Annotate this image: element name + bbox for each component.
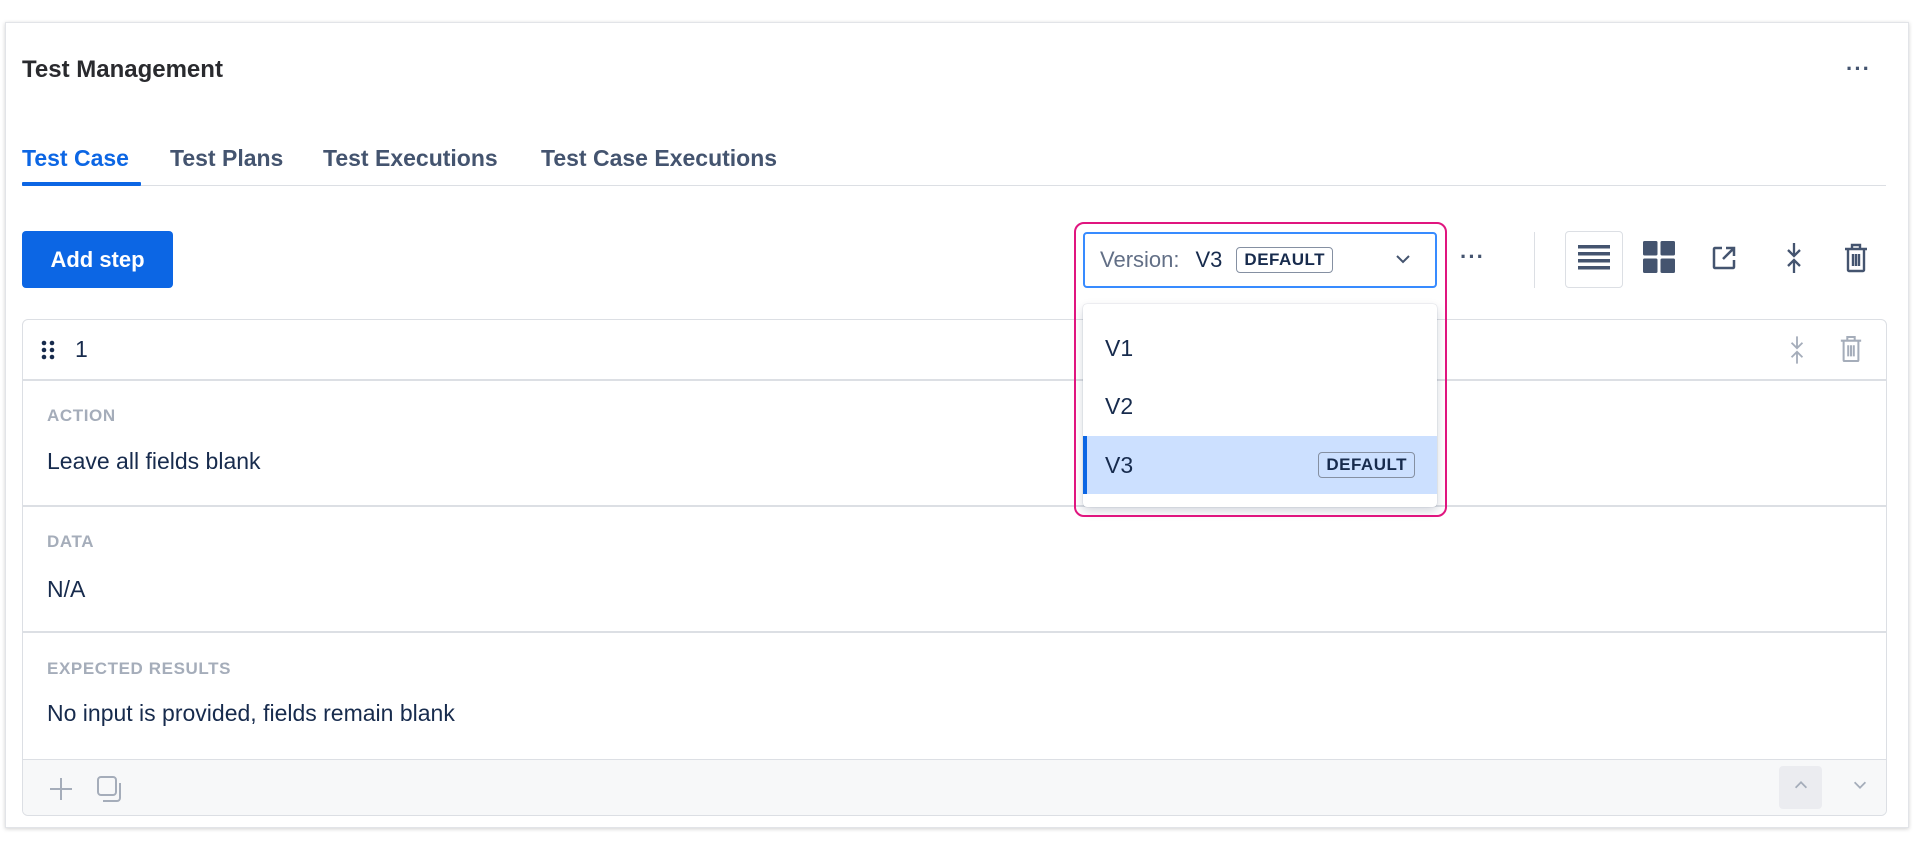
divider [23,505,1886,507]
tab-test-plans[interactable]: Test Plans [170,145,284,171]
collapse-icon [1783,242,1805,279]
field-label-data: DATA [47,532,95,551]
field-value-data[interactable]: N/A [47,576,86,602]
add-icon[interactable] [49,777,73,806]
trash-icon [1843,243,1869,278]
default-badge: DEFAULT [1318,452,1415,478]
chevron-down-icon [1851,776,1869,799]
option-label: V2 [1105,392,1134,419]
version-value: V3 [1195,247,1223,272]
divider [23,379,1886,381]
step-card: 1 ACTION Leave all fields blank DATA N/A… [22,319,1887,816]
default-badge: DEFAULT [1236,247,1334,273]
field-value-action[interactable]: Leave all fields blank [47,448,261,474]
active-tab-indicator [22,182,141,186]
version-option-v2[interactable]: V2 [1083,377,1437,435]
move-up-button[interactable] [1779,766,1822,809]
collapse-all-button[interactable] [1779,242,1809,279]
list-view-button[interactable] [1565,231,1623,288]
open-external-button[interactable] [1708,244,1740,276]
toolbar-divider [1534,232,1535,288]
version-select[interactable]: Version: V3 DEFAULT [1083,232,1437,288]
field-label-expected-results: EXPECTED RESULTS [47,659,232,678]
add-step-button[interactable]: Add step [22,231,173,288]
tab-test-case-executions[interactable]: Test Case Executions [541,145,778,171]
divider [23,631,1886,633]
version-dropdown-menu: V1 V2 V3 DEFAULT [1083,304,1437,507]
delete-button[interactable] [1840,243,1872,278]
option-label: V1 [1105,334,1134,361]
panel-title: Test Management [22,56,223,83]
version-more-button[interactable]: ··· [1460,244,1485,269]
drag-handle-icon[interactable] [41,340,55,365]
field-value-expected-results[interactable]: No input is provided, fields remain blan… [47,700,455,726]
step-collapse-icon[interactable] [1787,334,1807,371]
panel-more-button[interactable]: ··· [1846,56,1871,81]
version-option-v1[interactable]: V1 [1083,319,1437,377]
external-link-icon [1710,244,1738,277]
version-option-v3[interactable]: V3 DEFAULT [1083,436,1437,494]
highlight-annotation [1074,222,1447,517]
chevron-up-icon [1792,776,1810,799]
step-trash-icon[interactable] [1839,334,1863,369]
tab-divider [22,185,1886,186]
tab-test-case[interactable]: Test Case [22,145,129,171]
grid-icon [1643,240,1675,278]
step-number: 1 [75,336,88,362]
tab-test-executions[interactable]: Test Executions [323,145,498,171]
option-label: V3 [1105,451,1134,478]
version-label: Version: [1100,247,1180,272]
field-label-action: ACTION [47,406,116,425]
grid-view-button[interactable] [1642,240,1676,278]
chevron-down-icon [1393,249,1413,275]
duplicate-icon[interactable] [96,775,122,808]
list-icon [1578,244,1610,275]
move-down-button[interactable] [1838,766,1881,809]
step-footer [23,759,1886,815]
